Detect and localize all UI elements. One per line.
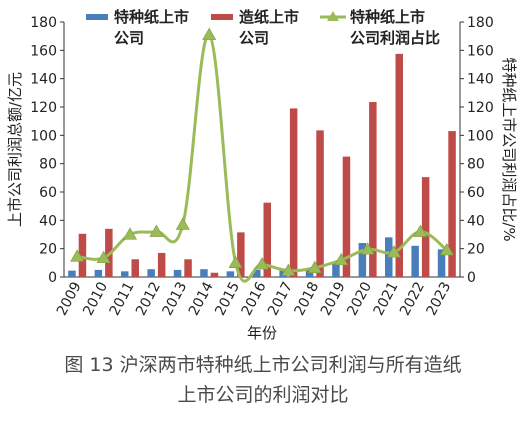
right-tick-label: 180 <box>467 15 494 31</box>
caption-line-1: 图 13 沪深两市特种纸上市公司利润与所有造纸 <box>64 354 462 376</box>
right-tick-label: 20 <box>467 242 485 258</box>
bar <box>184 259 192 277</box>
right-tick-label: 80 <box>467 157 485 173</box>
bar <box>448 131 456 277</box>
left-tick-label: 180 <box>30 15 57 31</box>
left-tick-label: 80 <box>39 157 57 173</box>
figure-caption: 图 13 沪深两市特种纸上市公司利润与所有造纸 上市公司的利润对比 <box>0 350 526 410</box>
bar <box>358 243 367 277</box>
line-marker <box>439 242 454 256</box>
series-line <box>77 33 448 283</box>
x-tick-label: 2015 <box>212 279 243 318</box>
x-tick-label: 2023 <box>423 279 454 318</box>
bar <box>332 263 340 277</box>
bar <box>263 202 271 277</box>
x-tick-label: 2013 <box>159 279 190 318</box>
bar <box>131 259 139 277</box>
x-tick-label: 2018 <box>291 279 322 318</box>
bar <box>411 245 419 277</box>
x-tick-label: 2022 <box>397 279 428 318</box>
legend-swatch-2 <box>211 14 233 20</box>
bar <box>237 232 245 277</box>
y2-axis-title: 特种纸上市公司利润占比/% <box>500 57 518 241</box>
right-tick-label: 60 <box>467 185 485 201</box>
legend-swatch-1 <box>86 14 108 20</box>
x-axis-title: 年份 <box>247 324 277 342</box>
x-tick-label: 2017 <box>265 279 296 318</box>
line-marker <box>228 255 243 269</box>
legend-label-2b: 公司 <box>239 29 269 47</box>
bar <box>289 108 298 278</box>
x-tick-label: 2011 <box>107 279 138 318</box>
right-tick-label: 40 <box>467 213 485 229</box>
right-tick-label: 120 <box>467 100 494 116</box>
left-tick-label: 60 <box>39 185 57 201</box>
bar <box>316 130 324 277</box>
bar <box>147 269 155 277</box>
left-tick-label: 100 <box>30 128 57 144</box>
line-marker <box>307 260 322 273</box>
line-marker <box>202 27 217 40</box>
x-tick-label: 2012 <box>133 279 164 318</box>
bar <box>369 102 377 278</box>
left-tick-label: 0 <box>48 270 57 286</box>
line-marker <box>70 249 85 262</box>
x-tick-label: 2019 <box>318 279 349 318</box>
line-marker <box>334 252 349 266</box>
left-tick-label: 20 <box>39 242 57 258</box>
x-tick-label: 2016 <box>239 279 270 318</box>
bar <box>94 269 103 277</box>
line-marker <box>149 224 164 237</box>
left-tick-label: 40 <box>39 213 57 229</box>
bar <box>226 271 235 277</box>
y-axis-title: 上市公司利润总额/亿元 <box>6 72 24 227</box>
line-marker <box>175 217 190 230</box>
legend-label-3a: 特种纸上市 <box>350 8 425 26</box>
line-marker <box>96 250 111 264</box>
line-marker <box>413 224 428 237</box>
legend-label-1b: 公司 <box>114 29 144 47</box>
bar <box>173 269 182 277</box>
bar <box>210 272 219 277</box>
x-tick-label: 2010 <box>80 279 111 318</box>
bar <box>421 177 430 277</box>
line-marker <box>281 263 296 276</box>
bar <box>121 271 129 277</box>
line-marker <box>254 257 270 270</box>
bar <box>157 252 166 277</box>
legend-label-1a: 特种纸上市 <box>114 8 189 26</box>
right-tick-label: 100 <box>467 128 494 144</box>
bar <box>253 269 261 277</box>
line-marker <box>360 242 375 255</box>
bar <box>395 53 403 277</box>
bar <box>200 269 208 277</box>
bar <box>437 249 446 277</box>
caption-line-2: 上市公司的利润对比 <box>177 384 349 406</box>
right-tick-label: 0 <box>467 270 476 286</box>
x-tick-label: 2020 <box>344 279 375 318</box>
right-tick-label: 160 <box>467 43 494 59</box>
right-tick-label: 140 <box>467 72 494 88</box>
legend-label-3b: 公司利润占比 <box>350 29 440 47</box>
left-tick-label: 160 <box>30 43 57 59</box>
line-marker <box>122 227 138 240</box>
line-marker <box>386 245 402 258</box>
left-tick-label: 140 <box>30 72 57 88</box>
left-tick-label: 120 <box>30 100 57 116</box>
x-tick-label: 2014 <box>186 279 217 318</box>
x-tick-label: 2009 <box>54 279 85 318</box>
bar <box>342 156 351 277</box>
legend-label-2a: 造纸上市 <box>239 8 299 26</box>
x-tick-label: 2021 <box>371 279 402 318</box>
bar <box>68 270 76 277</box>
bar <box>78 233 87 277</box>
legend-swatch-3-marker <box>327 11 339 21</box>
